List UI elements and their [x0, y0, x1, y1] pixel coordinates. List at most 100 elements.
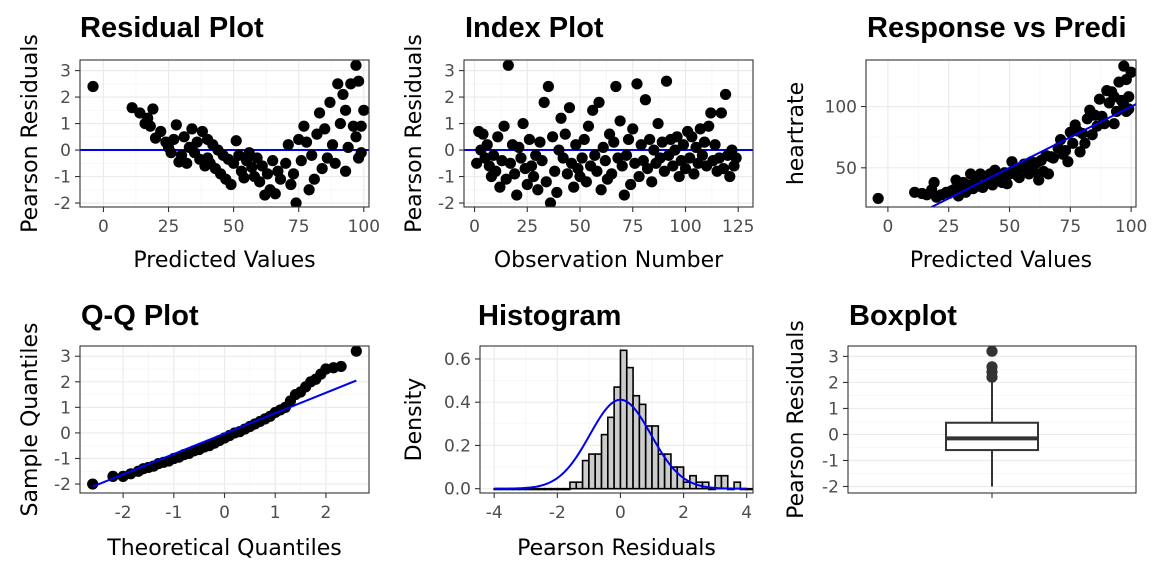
data-point	[339, 165, 352, 177]
y-tick-label: -1	[54, 449, 71, 469]
data-point	[1062, 156, 1074, 168]
x-tick-label: -1	[165, 503, 182, 523]
data-point	[290, 197, 302, 207]
x-tick-label: 0	[219, 503, 230, 523]
data-point	[698, 136, 711, 148]
y-tick-label: -1	[54, 168, 71, 188]
data-point	[230, 135, 242, 147]
data-point	[715, 107, 727, 119]
y-tick-label: 2	[828, 373, 839, 393]
data-point	[87, 478, 99, 490]
data-point	[646, 176, 658, 188]
data-point	[303, 184, 315, 196]
data-point	[677, 139, 689, 151]
data-point	[667, 160, 679, 172]
index-x-axis-label: Observation Number	[494, 248, 724, 273]
data-point	[1093, 93, 1106, 105]
histogram-panel: 0.0 0.2 0.4 0.6 -4 -2 0 2 4 Histogram Pearson Resi…	[402, 300, 754, 561]
data-point	[629, 157, 641, 169]
data-point	[703, 120, 715, 132]
data-point	[251, 152, 263, 164]
boxplot-title: Boxplot	[849, 300, 957, 332]
data-point	[355, 147, 367, 159]
histogram-bar	[613, 386, 622, 490]
data-point	[181, 157, 193, 169]
data-point	[1086, 129, 1098, 141]
data-point	[606, 168, 618, 180]
data-point	[671, 131, 683, 143]
y-tick-label: 0.4	[444, 393, 471, 413]
histogram-bar	[745, 487, 753, 491]
data-point	[287, 168, 300, 180]
x-tick-label: 75	[288, 217, 310, 237]
data-point	[557, 152, 569, 164]
data-point	[500, 173, 512, 185]
data-point	[308, 173, 320, 185]
data-point	[709, 139, 721, 151]
data-point	[1079, 137, 1091, 149]
data-point	[324, 96, 336, 108]
histogram-bar	[550, 487, 559, 491]
data-point	[326, 139, 339, 151]
x-tick-label: -2	[115, 503, 132, 523]
x-tick-label: 100	[348, 217, 380, 237]
data-point	[580, 176, 592, 188]
histogram-bar	[556, 487, 565, 491]
outlier-point	[986, 346, 998, 357]
data-point	[87, 80, 99, 93]
qq-title: Q-Q Plot	[81, 300, 199, 332]
x-tick-label: 125	[722, 217, 754, 237]
density-curve	[494, 398, 747, 490]
x-tick-label: 50	[223, 217, 245, 237]
data-point	[280, 157, 292, 169]
data-point	[538, 96, 550, 108]
y-tick-label: -1	[438, 168, 455, 188]
index-frame	[463, 59, 754, 208]
data-point	[300, 136, 313, 148]
response-x-axis-label: Predicted Values	[910, 248, 1092, 273]
y-tick-label: 3	[60, 62, 71, 82]
response-title: Response vs Predi	[867, 12, 1127, 44]
x-tick-label: 4	[741, 503, 752, 523]
histogram-bar	[543, 487, 552, 491]
data-point	[511, 189, 523, 201]
data-point	[1013, 172, 1025, 184]
data-point	[228, 157, 240, 169]
data-point	[724, 170, 736, 183]
data-point	[1028, 165, 1040, 178]
data-point	[528, 170, 540, 183]
index-marks	[464, 60, 753, 207]
data-point	[319, 123, 331, 135]
x-tick-label: 0	[98, 217, 109, 237]
data-point	[563, 102, 576, 114]
data-point	[540, 176, 552, 188]
data-point	[352, 75, 365, 87]
data-point	[648, 144, 660, 156]
data-point	[504, 157, 517, 169]
data-point	[610, 80, 622, 93]
data-point	[614, 115, 626, 127]
data-point	[633, 170, 645, 183]
data-point	[498, 120, 510, 132]
data-point	[298, 120, 310, 132]
data-point	[496, 155, 508, 167]
y-tick-label: 0	[444, 141, 455, 161]
data-point	[597, 141, 609, 154]
data-point	[355, 120, 367, 132]
x-tick-label: 100	[669, 217, 701, 237]
data-point	[313, 107, 326, 119]
histogram-bar	[619, 349, 628, 490]
data-point	[168, 133, 180, 146]
data-point	[334, 117, 346, 130]
data-point	[1001, 178, 1013, 190]
y-tick-label: 0	[828, 425, 839, 445]
x-tick-label: 2	[678, 503, 689, 523]
data-point	[339, 104, 352, 116]
histogram-x-axis-label: Pearson Residuals	[517, 536, 716, 561]
data-point	[1123, 91, 1135, 103]
histogram-bar	[575, 481, 584, 490]
y-tick-label: 0.6	[444, 350, 471, 370]
histogram-bar	[625, 366, 634, 490]
data-point	[570, 139, 582, 151]
data-point	[555, 112, 567, 124]
